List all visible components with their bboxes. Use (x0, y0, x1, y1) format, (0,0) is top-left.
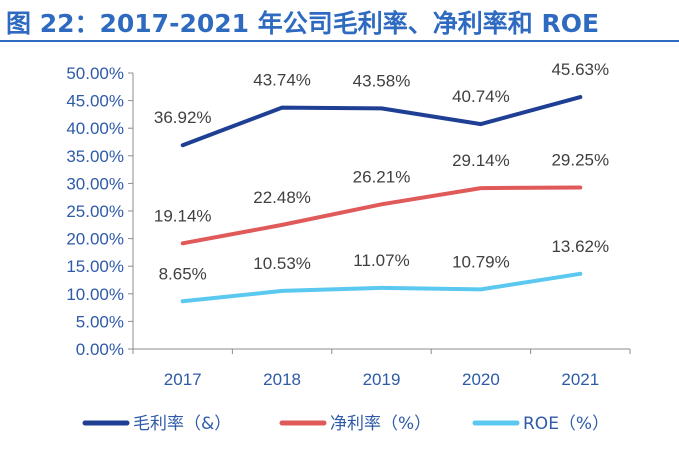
data-label: 45.63% (551, 60, 609, 79)
data-label: 40.74% (452, 87, 510, 106)
data-label: 8.65% (159, 264, 207, 283)
data-label: 10.53% (253, 254, 311, 273)
axes: 0.00% 5.00% 10.00% 15.00% 20.00% 25.00% 30.00%… (66, 64, 631, 389)
y-tick-label: 50.00% (66, 64, 124, 83)
x-tick-label: 2017 (164, 370, 202, 389)
data-label: 13.62% (551, 237, 609, 256)
data-label: 22.48% (253, 188, 311, 207)
legend-label-2: ROE（%） (523, 414, 609, 434)
data-label: 10.79% (452, 252, 510, 271)
data-label: 11.07% (353, 251, 409, 270)
data-label: 43.58% (353, 71, 411, 90)
title-bar: 图 22：2017-2021 年公司毛利率、净利率和 ROE (0, 0, 679, 42)
data-labels: 36.92% 43.74% 43.58% 40.74% 45.63% 19.14% 22.4… (154, 60, 609, 283)
series-line-1 (180, 185, 583, 246)
data-label: 29.14% (452, 151, 510, 170)
x-tick-label: 2018 (263, 370, 301, 389)
x-tick-label: 2020 (462, 370, 500, 389)
y-tick-label: 35.00% (66, 147, 124, 166)
data-label: 19.14% (154, 206, 212, 225)
y-tick-label: 45.00% (66, 92, 124, 111)
chart-title: 图 22：2017-2021 年公司毛利率、净利率和 ROE (6, 9, 600, 38)
data-label: 43.74% (253, 71, 311, 90)
legend-label-1: 净利率（%） (330, 414, 431, 434)
y-tick-label: 40.00% (66, 119, 124, 138)
y-tick-label: 5.00% (76, 312, 124, 331)
data-label: 26.21% (353, 167, 411, 186)
y-tick-label: 0.00% (76, 340, 124, 359)
x-tick-label: 2019 (363, 370, 401, 389)
series-line-2 (180, 271, 583, 304)
y-tick-label: 15.00% (66, 257, 124, 276)
series-lines (180, 95, 583, 304)
legend-label-0: 毛利率（&） (133, 414, 231, 434)
legend: 毛利率（&） 净利率（%） ROE（%） (82, 414, 609, 434)
x-tick-label: 2021 (561, 370, 599, 389)
series-line-0 (180, 95, 583, 148)
y-tick-label: 10.00% (66, 285, 124, 304)
y-tick-label: 20.00% (66, 230, 124, 249)
data-label: 29.25% (551, 151, 609, 170)
y-tick-label: 25.00% (66, 202, 124, 221)
data-label: 36.92% (154, 108, 212, 127)
y-tick-label: 30.00% (66, 174, 124, 193)
